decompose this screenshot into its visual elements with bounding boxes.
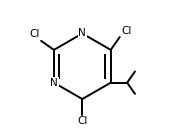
Text: Cl: Cl (77, 116, 88, 126)
Text: Cl: Cl (29, 30, 40, 39)
Text: Cl: Cl (121, 26, 132, 36)
Text: N: N (79, 28, 86, 39)
Text: N: N (50, 78, 58, 88)
